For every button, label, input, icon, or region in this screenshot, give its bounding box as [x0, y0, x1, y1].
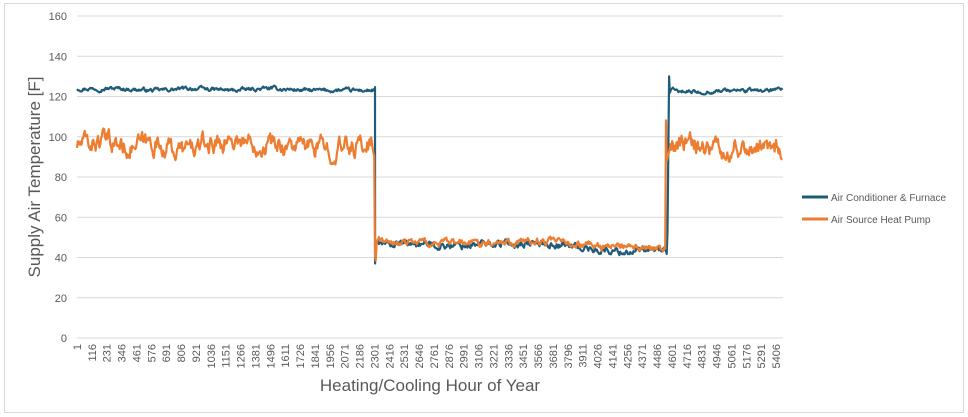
x-tick-label: 5176: [741, 344, 753, 368]
x-tick-label: 4371: [637, 344, 649, 368]
series-line-heat-pump: [75, 119, 783, 262]
y-tick-label: 60: [55, 212, 67, 224]
x-tick-label: 4486: [652, 344, 664, 368]
x-tick-label: 1381: [250, 344, 262, 368]
y-tick-label: 0: [61, 333, 67, 345]
x-tick-label: 5061: [726, 344, 738, 368]
x-tick-label: 5406: [771, 344, 783, 368]
y-tick-label: 40: [55, 253, 67, 265]
x-tick-label: 3796: [563, 344, 575, 368]
y-tick-label: 80: [55, 172, 67, 184]
x-axis-ticks: 1 116 231 346 461 576 691 806 921 1036 1151 1266 138…: [72, 344, 783, 368]
x-tick-label: 2071: [340, 344, 352, 368]
legend-label: Air Source Heat Pump: [831, 215, 931, 226]
x-tick-label: 4256: [622, 344, 634, 368]
y-axis-ticks: 0 20 40 60 80 100 120 140 160: [49, 11, 67, 345]
y-axis-title: Supply Air Temperature [F]: [25, 77, 44, 278]
x-tick-label: 4026: [593, 344, 605, 368]
x-tick-label: 2531: [399, 344, 411, 368]
x-tick-label: 116: [87, 344, 99, 362]
y-tick-label: 160: [49, 11, 67, 23]
chart-frame: [4, 3, 964, 413]
x-tick-label: 691: [161, 344, 173, 362]
x-tick-label: 4946: [712, 344, 724, 368]
x-tick-label: 3451: [518, 344, 530, 368]
x-tick-label: 5291: [756, 344, 768, 368]
x-tick-label: 2416: [384, 344, 396, 368]
x-tick-label: 2991: [459, 344, 471, 368]
x-tick-label: 1: [72, 344, 84, 350]
x-tick-label: 3681: [548, 344, 560, 368]
x-tick-label: 1956: [325, 344, 337, 368]
series-lines: [75, 75, 784, 265]
series-line-ac-furnace: [76, 75, 784, 265]
x-tick-label: 1496: [265, 344, 277, 368]
x-tick-label: 1726: [295, 344, 307, 368]
x-tick-label: 231: [102, 344, 114, 362]
x-tick-label: 806: [176, 344, 188, 362]
gridlines: [77, 15, 783, 299]
x-tick-label: 2876: [444, 344, 456, 368]
x-tick-label: 4141: [607, 344, 619, 368]
x-tick-label: 4601: [667, 344, 679, 368]
x-tick-label: 1151: [221, 344, 233, 368]
x-tick-label: 461: [131, 344, 143, 362]
x-tick-label: 3911: [578, 344, 590, 368]
x-tick-label: 1036: [206, 344, 218, 368]
x-tick-label: 1841: [310, 344, 322, 368]
x-tick-label: 2761: [429, 344, 441, 368]
x-tick-label: 2301: [369, 344, 381, 368]
x-tick-label: 2186: [355, 344, 367, 368]
x-tick-label: 346: [117, 344, 129, 362]
y-tick-label: 140: [49, 51, 67, 63]
x-tick-label: 3221: [488, 344, 500, 368]
y-tick-label: 20: [55, 293, 67, 305]
x-tick-label: 2646: [414, 344, 426, 368]
x-tick-label: 4831: [697, 344, 709, 368]
x-tick-label: 3106: [474, 344, 486, 368]
x-tick-label: 1611: [280, 344, 292, 368]
y-tick-label: 120: [49, 92, 67, 104]
x-tick-label: 3336: [503, 344, 515, 368]
x-tick-label: 576: [146, 344, 158, 362]
x-tick-label: 4716: [682, 344, 694, 368]
y-tick-label: 100: [49, 132, 67, 144]
x-tick-label: 921: [191, 344, 203, 362]
x-tick-label: 1266: [236, 344, 248, 368]
x-tick-label: 3566: [533, 344, 545, 368]
x-axis-title: Heating/Cooling Hour of Year: [320, 376, 541, 395]
legend: Air Conditioner & Furnace Air Source Heat…: [802, 193, 946, 226]
legend-label: Air Conditioner & Furnace: [831, 193, 946, 204]
